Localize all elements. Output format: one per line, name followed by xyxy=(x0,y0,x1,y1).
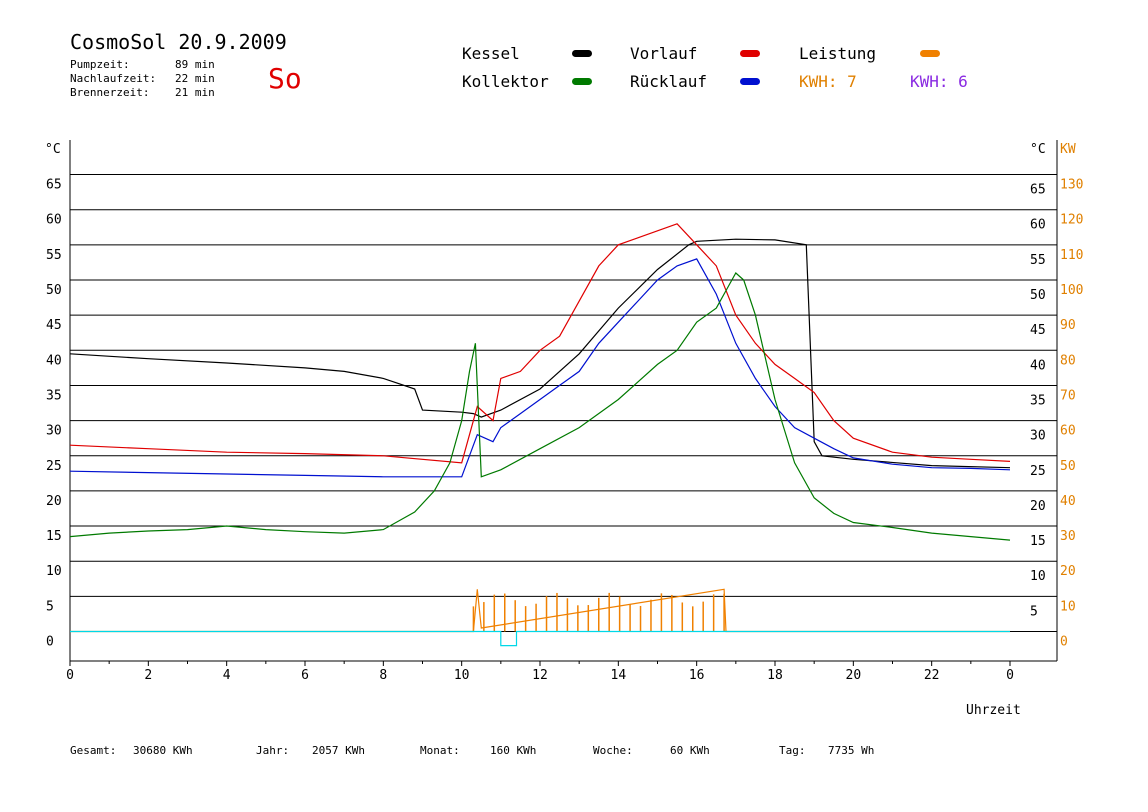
y-tick-label-left: 35 xyxy=(46,388,62,403)
y-tick-label-right-temp: 25 xyxy=(1030,464,1046,479)
y-tick-label-right-power: 90 xyxy=(1060,318,1076,333)
y-tick-label-left: 15 xyxy=(46,529,62,544)
y-tick-label-right-power: 70 xyxy=(1060,388,1076,403)
brenner-time-value: 21 min xyxy=(175,86,215,99)
pump-time-label: Pumpzeit: xyxy=(70,58,130,71)
legend-leistung: Leistung xyxy=(799,44,877,63)
series-leistung xyxy=(70,588,1010,633)
y-tick-label-right-power: 0 xyxy=(1060,635,1068,650)
x-tick-label: 22 xyxy=(924,668,940,683)
legend-kollektor-swatch xyxy=(572,78,592,85)
y-tick-label-left: 0 xyxy=(46,635,54,650)
x-tick-label: 0 xyxy=(66,668,74,683)
x-tick-label: 18 xyxy=(767,668,783,683)
y-tick-label-left: 20 xyxy=(46,494,62,509)
x-tick-label: 8 xyxy=(379,668,387,683)
x-tick-label: 10 xyxy=(454,668,470,683)
legend-kessel-swatch xyxy=(572,50,592,57)
y-tick-label-left: 65 xyxy=(46,178,62,193)
y-tick-label-right-temp: 55 xyxy=(1030,253,1046,268)
y-unit-left: °C xyxy=(45,142,61,157)
legend-vorlauf: Vorlauf xyxy=(630,44,698,63)
y-tick-label-right-temp: 40 xyxy=(1030,358,1046,373)
footer-jahr-label: Jahr: xyxy=(256,744,290,757)
legend-kessel: Kessel xyxy=(462,44,520,63)
y-tick-label-left: 50 xyxy=(46,283,62,298)
legend-ruecklauf-swatch xyxy=(740,78,760,85)
x-tick-label: 14 xyxy=(611,668,627,683)
legend-kwh-2: KWH: 6 xyxy=(910,72,968,91)
footer-gesamt-value: 30680 KWh xyxy=(133,744,193,757)
y-tick-label-right-temp: 35 xyxy=(1030,393,1046,408)
series-pumpe xyxy=(70,630,1010,647)
legend-leistung-swatch xyxy=(920,50,940,57)
y-tick-label-right-temp: 60 xyxy=(1030,218,1046,233)
y-tick-label-right-power: 60 xyxy=(1060,424,1076,439)
y-tick-label-left: 30 xyxy=(46,424,62,439)
footer-monat-value: 160 KWh xyxy=(490,744,537,757)
legend-ruecklauf: Rücklauf xyxy=(630,72,708,91)
x-axis-label: Uhrzeit xyxy=(966,703,1021,718)
footer-tag-label: Tag: xyxy=(779,744,806,757)
y-tick-label-right-temp: 10 xyxy=(1030,569,1046,584)
pump-time-value: 89 min xyxy=(175,58,215,71)
footer-monat-label: Monat: xyxy=(420,744,460,757)
brenner-time-label: Brennerzeit: xyxy=(70,86,150,99)
x-tick-label: 12 xyxy=(532,668,548,683)
x-tick-label: 4 xyxy=(223,668,231,683)
x-tick-label: 0 xyxy=(1006,668,1014,683)
weekday-label: So xyxy=(268,62,302,95)
y-tick-label-left: 60 xyxy=(46,213,62,228)
series-kessel xyxy=(69,238,1011,469)
y-tick-label-right-power: 10 xyxy=(1060,599,1076,614)
chart-title: CosmoSol 20.9.2009 xyxy=(70,30,287,54)
x-tick-label: 6 xyxy=(301,668,309,683)
y-tick-label-left: 55 xyxy=(46,248,62,263)
y-tick-label-left: 25 xyxy=(46,459,62,474)
series-r-cklauf xyxy=(69,258,1011,478)
nachlauf-time-label: Nachlaufzeit: xyxy=(70,72,157,85)
y-tick-label-right-power: 30 xyxy=(1060,529,1076,544)
y-tick-label-right-temp: 50 xyxy=(1030,288,1046,303)
legend-vorlauf-swatch xyxy=(740,50,760,57)
footer-gesamt-label: Gesamt: xyxy=(70,744,117,757)
y-tick-label-right-power: 80 xyxy=(1060,353,1076,368)
legend-kwh-1: KWH: 7 xyxy=(799,72,857,91)
y-tick-label-left: 10 xyxy=(46,564,62,579)
y-unit-right: °C xyxy=(1030,142,1046,157)
nachlauf-time-value: 22 min xyxy=(175,72,215,85)
y-tick-label-right-power: 110 xyxy=(1060,248,1083,263)
x-tick-label: 2 xyxy=(144,668,152,683)
series-kollektor xyxy=(69,272,1011,541)
footer-woche-label: Woche: xyxy=(593,744,633,757)
y-unit-power: KW xyxy=(1060,142,1076,157)
y-tick-label-right-temp: 30 xyxy=(1030,429,1046,444)
y-tick-label-right-power: 120 xyxy=(1060,213,1083,228)
series-vorlauf xyxy=(69,223,1011,464)
y-tick-label-right-power: 50 xyxy=(1060,459,1076,474)
y-tick-label-left: 40 xyxy=(46,353,62,368)
x-tick-label: 16 xyxy=(689,668,705,683)
y-tick-label-right-temp: 65 xyxy=(1030,183,1046,198)
y-tick-label-right-power: 130 xyxy=(1060,178,1083,193)
legend-kollektor: Kollektor xyxy=(462,72,549,91)
x-tick-label: 20 xyxy=(846,668,862,683)
footer-woche-value: 60 KWh xyxy=(670,744,710,757)
y-tick-label-right-temp: 20 xyxy=(1030,499,1046,514)
y-tick-label-right-temp: 45 xyxy=(1030,323,1046,338)
y-tick-label-right-temp: 5 xyxy=(1030,604,1038,619)
y-tick-label-right-power: 100 xyxy=(1060,283,1083,298)
y-tick-label-right-temp: 15 xyxy=(1030,534,1046,549)
y-tick-label-left: 5 xyxy=(46,599,54,614)
footer-tag-value: 7735 Wh xyxy=(828,744,875,757)
y-tick-label-right-power: 20 xyxy=(1060,564,1076,579)
footer-jahr-value: 2057 KWh xyxy=(312,744,365,757)
y-tick-label-left: 45 xyxy=(46,318,62,333)
y-tick-label-right-power: 40 xyxy=(1060,494,1076,509)
